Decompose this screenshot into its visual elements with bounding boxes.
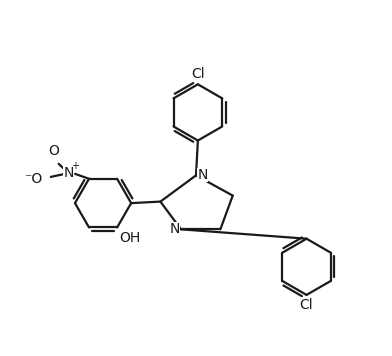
Text: ⁻O: ⁻O <box>24 172 42 186</box>
Text: OH: OH <box>119 231 140 245</box>
Text: N: N <box>169 222 180 236</box>
Text: Cl: Cl <box>191 67 205 81</box>
Text: O: O <box>49 144 60 158</box>
Text: N: N <box>198 168 208 182</box>
Text: Cl: Cl <box>300 298 313 312</box>
Text: +: + <box>71 161 79 171</box>
Text: N: N <box>63 166 74 180</box>
